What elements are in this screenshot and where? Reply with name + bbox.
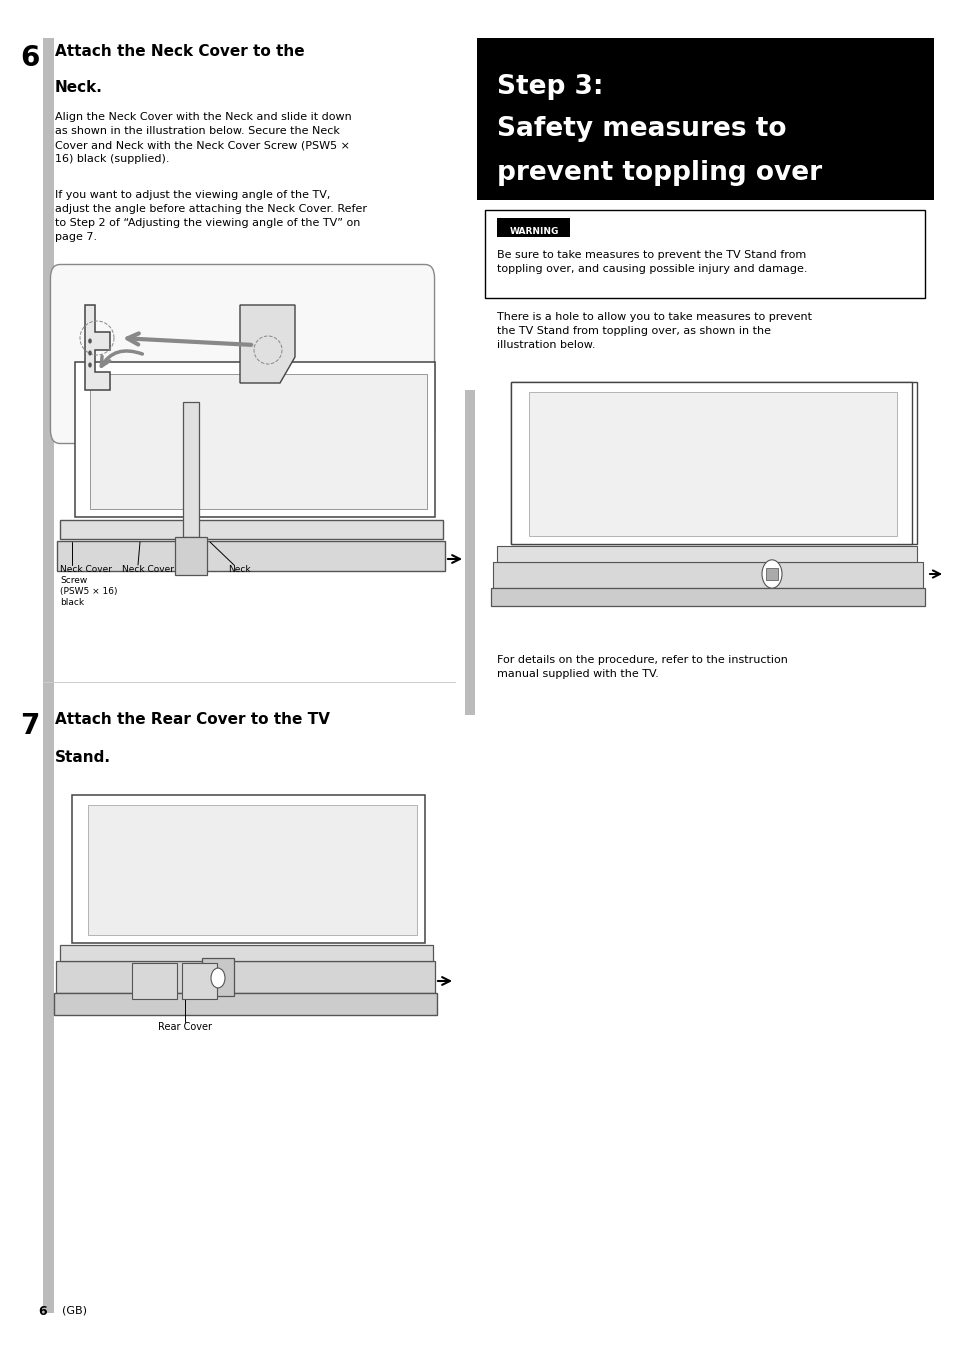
Polygon shape [493,562,923,588]
Text: Neck Cover
Screw
(PSW5 × 16)
black: Neck Cover Screw (PSW5 × 16) black [60,565,117,608]
Polygon shape [511,382,916,544]
Bar [43,38,54,1313]
Polygon shape [511,382,911,544]
Polygon shape [90,374,427,509]
Polygon shape [174,536,207,576]
Polygon shape [71,794,424,943]
Circle shape [88,339,91,343]
Text: There is a hole to allow you to take measures to prevent
the TV Stand from toppl: There is a hole to allow you to take mea… [497,312,811,350]
Text: Stand.: Stand. [55,750,111,765]
Polygon shape [88,805,416,935]
Polygon shape [182,963,216,998]
Text: 7: 7 [20,712,39,740]
Circle shape [88,362,91,367]
Text: If you want to adjust the viewing angle of the TV,
adjust the angle before attac: If you want to adjust the viewing angle … [55,190,367,242]
Text: Neck: Neck [228,565,251,574]
Polygon shape [54,993,436,1015]
Text: (GB): (GB) [62,1305,87,1315]
Polygon shape [529,392,896,536]
Text: Align the Neck Cover with the Neck and slide it down
as shown in the illustratio: Align the Neck Cover with the Neck and s… [55,112,352,163]
Polygon shape [85,305,110,390]
Bar [484,209,924,299]
Text: Rear Cover: Rear Cover [158,1021,212,1032]
Polygon shape [240,305,294,382]
Polygon shape [56,961,435,993]
Text: WARNING: WARNING [509,227,558,236]
Bar [476,38,933,200]
Bar [497,218,569,236]
Polygon shape [765,567,778,580]
Text: Safety measures to: Safety measures to [497,116,785,142]
Polygon shape [60,944,433,961]
Polygon shape [202,958,233,996]
Text: Attach the Rear Cover to the TV: Attach the Rear Cover to the TV [55,712,330,727]
Polygon shape [497,546,916,562]
Polygon shape [132,963,177,998]
Polygon shape [60,520,442,539]
Polygon shape [57,540,444,571]
Circle shape [88,350,91,355]
Polygon shape [491,588,924,607]
Text: 6: 6 [38,1305,47,1319]
Circle shape [761,559,781,588]
Circle shape [211,969,225,988]
Text: For details on the procedure, refer to the instruction
manual supplied with the : For details on the procedure, refer to t… [497,655,787,680]
Text: prevent toppling over: prevent toppling over [497,159,821,186]
Polygon shape [183,403,199,536]
Polygon shape [75,362,435,517]
Text: Neck Cover: Neck Cover [122,565,173,574]
FancyBboxPatch shape [51,265,434,443]
Text: Attach the Neck Cover to the: Attach the Neck Cover to the [55,45,304,59]
Bar [464,390,475,715]
Text: 6: 6 [20,45,39,72]
Text: Be sure to take measures to prevent the TV Stand from
toppling over, and causing: Be sure to take measures to prevent the … [497,250,806,274]
Text: Step 3:: Step 3: [497,74,603,100]
Text: Neck.: Neck. [55,80,103,95]
